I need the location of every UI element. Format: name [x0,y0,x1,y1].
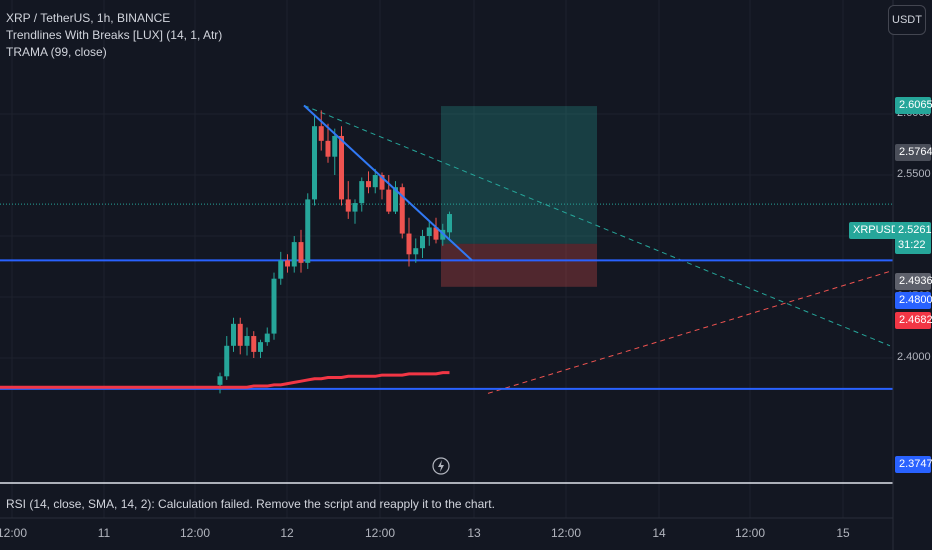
candle-body[interactable] [278,260,284,279]
candle-body[interactable] [312,126,317,200]
position-loss-zone[interactable] [441,243,597,287]
candle-body[interactable] [433,227,439,240]
candle-body[interactable] [366,181,371,188]
candle-body[interactable] [231,323,236,346]
price-tag-entry: 2.4936 [895,273,932,290]
legend-symbol[interactable]: XRP / TetherUS, 1h, BINANCE [6,11,171,25]
chart-legend: XRP / TetherUS, 1h, BINANCE Trendlines W… [6,10,222,61]
trama-line [0,371,450,389]
position-profit-zone[interactable] [441,106,597,244]
candle-body[interactable] [399,187,405,234]
candle-body[interactable] [258,342,263,352]
time-axis-tick: 12:00 [734,526,766,540]
candle-body[interactable] [325,140,331,157]
candle-body[interactable] [379,175,385,190]
legend-indicator-trama[interactable]: TRAMA (99, close) [6,45,107,59]
support-trendline-dashed [487,270,891,394]
candle-body[interactable] [264,333,270,343]
time-axis-tick: 15 [836,526,850,540]
candle-body[interactable] [237,323,243,346]
price-tag-bottom-level: 2.3747 [895,456,932,473]
candle-body[interactable] [447,214,452,233]
candle-body[interactable] [359,181,365,204]
candle-body[interactable] [285,260,290,267]
candle-body[interactable] [372,175,378,188]
price-tag-stop: 2.4682 [895,312,932,329]
candle-body[interactable] [305,199,311,263]
price-tag-high: 2.5764 [895,144,932,161]
price-tag-level: 2.4800 [895,292,932,309]
time-axis-tick: 12:00 [0,526,28,540]
candle-body[interactable] [224,345,230,377]
time-axis-tick: 11 [97,526,111,540]
current-price-tag: 2.5261 31:22 [895,222,932,254]
current-price-value: 2.5261 [898,224,932,236]
time-axis-tick: 13 [467,526,481,540]
rsi-error-message: RSI (14, close, SMA, 14, 2): Calculation… [6,497,495,511]
candle-body[interactable] [291,242,297,267]
price-tag-target: 2.6065 [895,97,932,114]
time-axis-tick: 12:00 [179,526,211,540]
currency-button[interactable]: USDT [888,5,926,35]
symbol-price-label: XRPUSDT [849,222,910,239]
candle-body[interactable] [426,227,432,236]
alert-icon[interactable] [432,457,450,475]
candle-body[interactable] [386,189,392,212]
bar-countdown: 31:22 [898,239,926,251]
time-axis-tick: 12:00 [364,526,396,540]
candle-body[interactable] [393,187,398,212]
candle-body[interactable] [420,236,425,249]
time-axis-tick: 12 [280,526,294,540]
candle-body[interactable] [406,233,412,255]
candle-body[interactable] [244,336,250,346]
time-axis-tick: 14 [652,526,666,540]
candle-body[interactable] [271,278,277,334]
price-axis-tick: 2.4000 [897,351,931,363]
legend-indicator-trendlines[interactable]: Trendlines With Breaks [LUX] (14, 1, Atr… [6,28,223,42]
candle-body[interactable] [217,376,223,385]
price-axis-tick: 2.5500 [897,168,931,180]
candle-body[interactable] [251,336,257,352]
candle-body[interactable] [413,248,419,255]
candle-body[interactable] [352,203,358,212]
trendline-extension-dashed [303,104,891,347]
candle-body[interactable] [339,135,344,200]
candle-body[interactable] [298,242,304,263]
candle-body[interactable] [318,126,324,141]
candle-body[interactable] [332,135,338,157]
resistance-trendline[interactable] [303,104,473,262]
candle-body[interactable] [345,199,351,212]
time-axis-tick: 12:00 [550,526,582,540]
